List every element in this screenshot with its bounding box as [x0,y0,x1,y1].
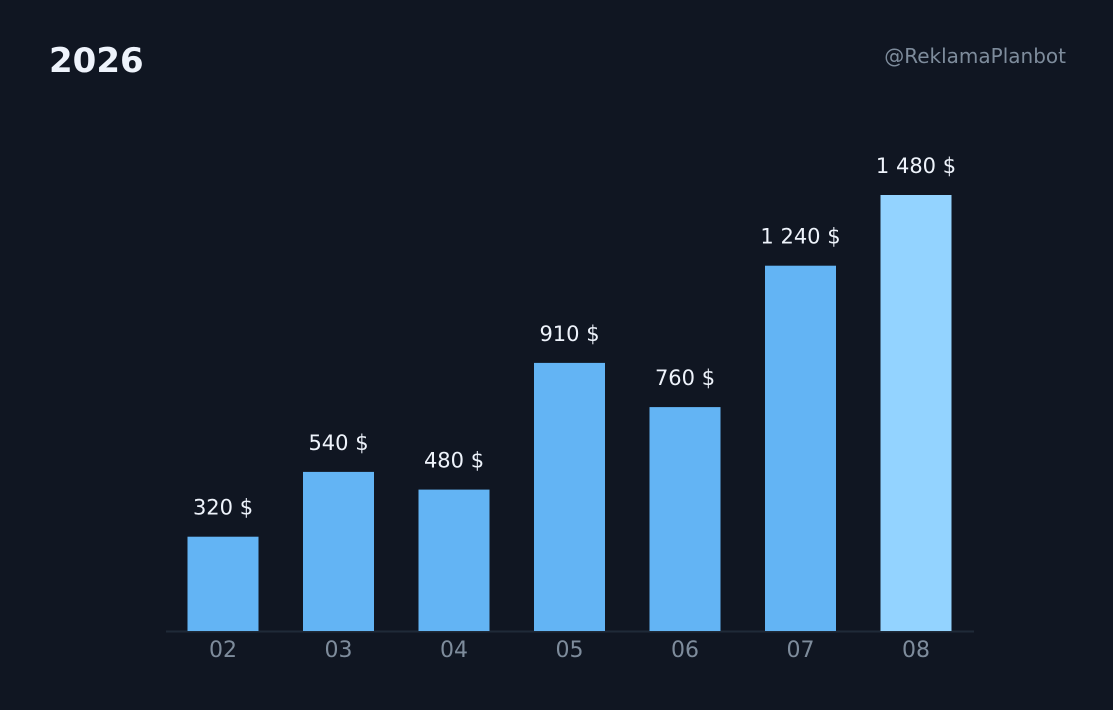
value-label-03: 540 $ [308,431,368,455]
x-tick-label-03: 03 [325,638,353,663]
value-label-06: 760 $ [655,366,715,390]
x-tick-label-07: 07 [787,638,815,663]
bar-04 [418,489,490,631]
bar-03 [303,471,374,631]
value-label-02: 320 $ [193,496,253,520]
x-tick-label-02: 02 [209,638,237,663]
bar-08 [880,195,952,631]
x-tick-label-06: 06 [671,638,699,663]
value-label-04: 480 $ [424,449,484,473]
x-tick-label-08: 08 [902,638,930,663]
value-label-08: 1 480 $ [876,154,956,178]
chart-title: 2026 [49,41,144,81]
bar-05 [534,362,605,631]
value-label-07: 1 240 $ [760,225,840,249]
bar-07 [765,265,836,631]
x-tick-label-05: 05 [556,638,584,663]
bar-02 [187,536,259,631]
author-handle: @ReklamaPlanbot [884,44,1066,68]
value-label-05: 910 $ [539,322,599,346]
bar-06 [649,407,721,631]
x-tick-label-04: 04 [440,638,468,663]
